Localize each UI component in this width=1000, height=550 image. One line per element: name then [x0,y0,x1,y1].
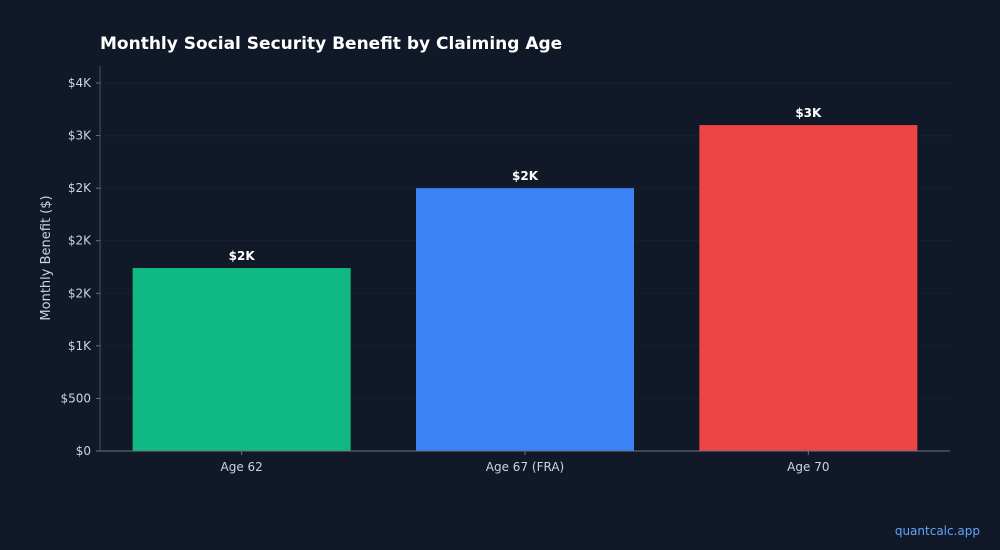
x-tick-label: Age 67 (FRA) [486,460,564,474]
watermark-text: quantcalc.app [894,524,980,538]
data-label: $3K [795,106,822,120]
x-tick-label: Age 70 [787,460,829,474]
y-tick-label: $2K [68,286,92,300]
y-tick-label: $2K [68,234,92,248]
y-tick-labels: $0 $500 $1K $2K $2K $2K $3K $4K [60,76,100,458]
data-label: $2K [229,249,256,263]
y-tick-label: $500 [60,391,91,405]
chart-title: Monthly Social Security Benefit by Claim… [100,34,562,54]
y-axis-label: Monthly Benefit ($) [39,195,54,320]
bar [132,268,351,451]
x-tick-label: Age 62 [221,460,263,474]
data-label: $2K [512,169,539,183]
y-tick-label: $0 [76,444,91,458]
y-tick-label: $2K [68,181,92,195]
x-tick-labels: Age 62 Age 67 (FRA) Age 70 [221,451,829,474]
bar [699,125,918,452]
bars [132,125,918,452]
y-tick-label: $4K [68,76,92,90]
data-labels: $2K $2K $3K [229,106,822,263]
y-tick-label: $1K [68,339,92,353]
y-tick-label: $3K [68,129,92,143]
bar [416,188,634,451]
